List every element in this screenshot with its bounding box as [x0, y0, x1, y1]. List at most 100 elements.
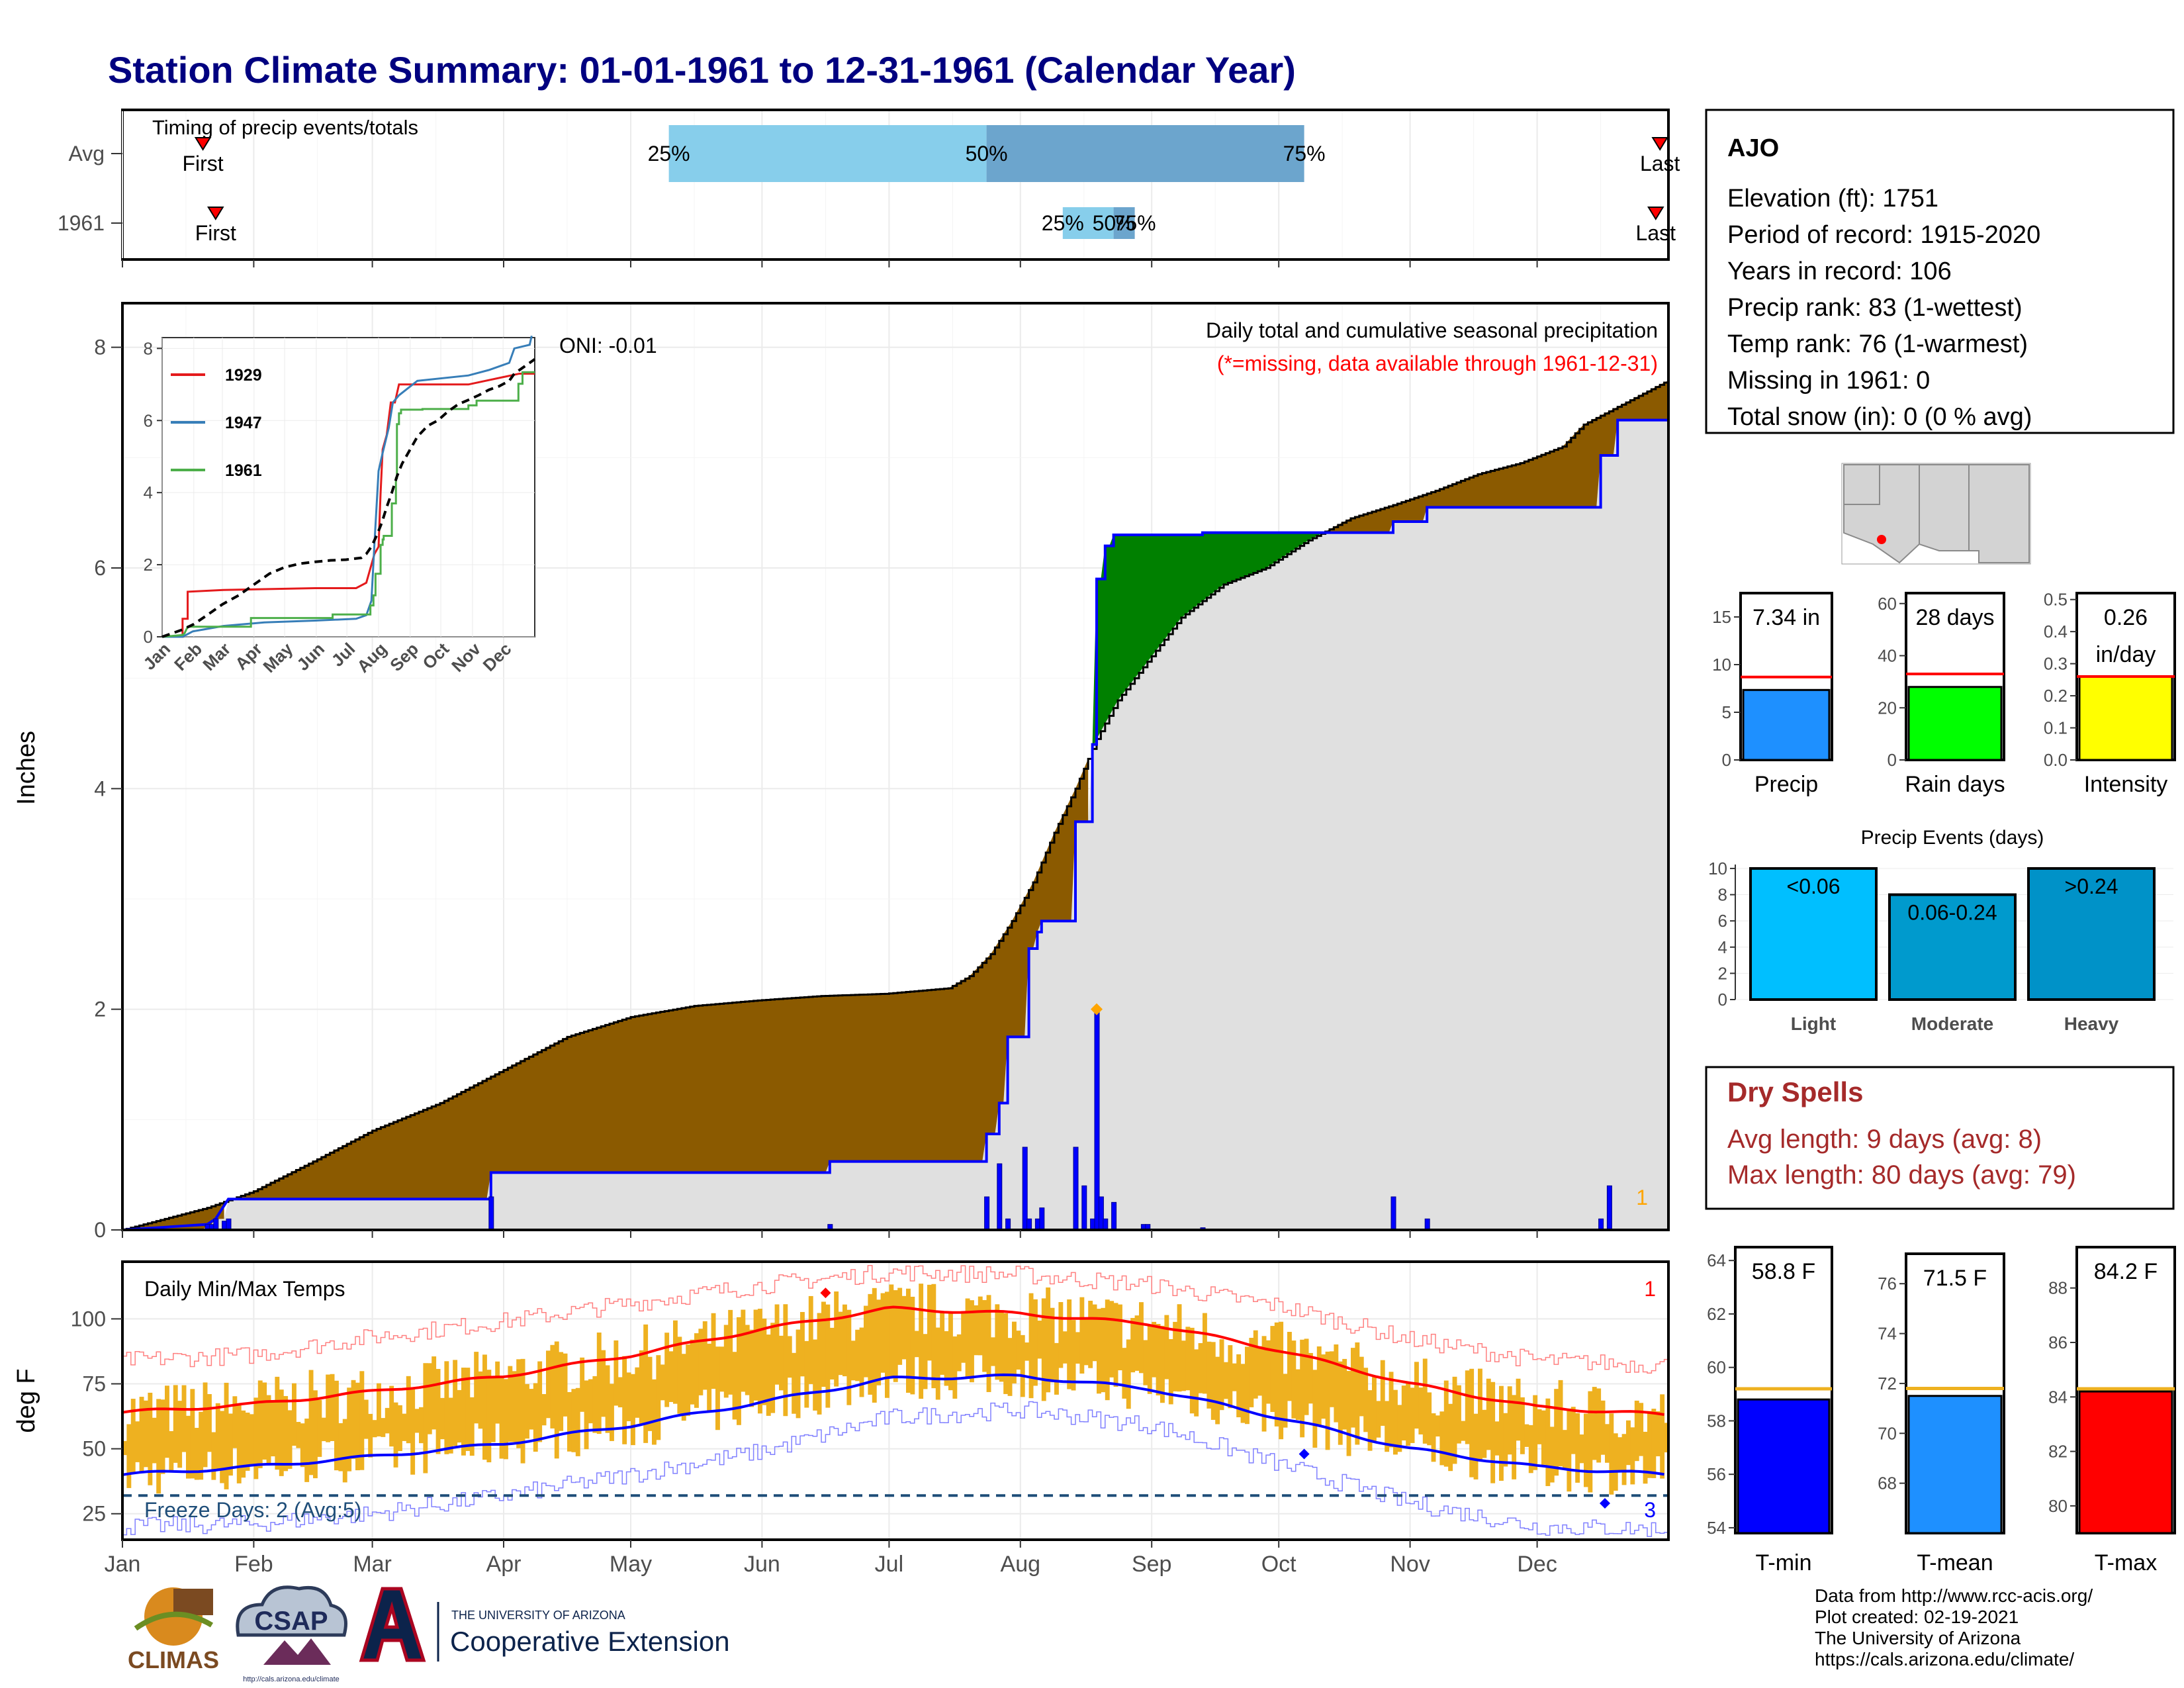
temp-summary-y-tick-label: 60 [1707, 1358, 1726, 1378]
temp-daily-bar [1304, 1338, 1309, 1415]
precip-daily-bar [488, 1196, 494, 1231]
summary-y-tick-label: 10 [1712, 655, 1731, 675]
temp-daily-bar [1558, 1380, 1563, 1467]
summary-value-bar [1907, 686, 2003, 761]
temp-daily-bar [135, 1421, 140, 1462]
timing-bar-q25-q50 [668, 125, 987, 182]
events-y-tick-label: 10 [1708, 859, 1727, 878]
temp-daily-bar [275, 1376, 280, 1470]
temp-daily-bar [1236, 1354, 1242, 1418]
temp-summary-y-tick-label: 68 [1878, 1474, 1897, 1493]
summary-y-tick-label: 0.3 [2044, 654, 2068, 674]
temp-summary-y-tick-label: 56 [1707, 1464, 1726, 1484]
temp-daily-bar [1249, 1338, 1254, 1407]
temp-daily-bar [1507, 1386, 1512, 1455]
temp-daily-bar [711, 1313, 716, 1389]
temp-daily-bar [435, 1368, 441, 1454]
precip-daily-bar [1073, 1147, 1079, 1231]
temp-daily-bar [368, 1413, 373, 1458]
temp-daily-bar [923, 1334, 928, 1389]
temp-daily-bar [342, 1419, 347, 1483]
temp-daily-bar [1130, 1317, 1136, 1373]
temp-daily-bar [1452, 1376, 1457, 1464]
temp-daily-bar [215, 1403, 220, 1469]
temp-daily-bar [1482, 1409, 1487, 1458]
precip-y-tick-label: 2 [94, 998, 106, 1021]
temp-daily-bar [1224, 1362, 1228, 1399]
temp-daily-bar [406, 1376, 411, 1444]
temp-daily-bar [961, 1313, 966, 1363]
temp-summary-bar [1907, 1395, 2003, 1534]
temp-daily-bar [279, 1389, 284, 1476]
temp-daily-bar [457, 1389, 462, 1443]
temp-daily-bar [1397, 1405, 1402, 1452]
temp-daily-bar [1410, 1387, 1415, 1443]
temp-daily-bar [203, 1382, 208, 1468]
temp-corner-top: 1 [1644, 1277, 1656, 1301]
temp-daily-bar [656, 1355, 661, 1440]
temp-daily-bar [935, 1327, 940, 1400]
temp-daily-bar [228, 1413, 233, 1476]
temp-summary-y-tick-label: 64 [1707, 1250, 1726, 1270]
temp-daily-bar [1660, 1394, 1665, 1479]
temp-daily-bar [974, 1305, 979, 1356]
temp-daily-bar [872, 1288, 877, 1403]
temp-daily-bar [1545, 1398, 1551, 1486]
map-land [1843, 464, 2030, 564]
temp-daily-bar [690, 1339, 695, 1405]
temp-daily-bar [304, 1419, 310, 1482]
ua-logo-top: THE UNIVERSITY OF ARIZONA [451, 1609, 625, 1622]
temp-daily-bar [461, 1368, 466, 1456]
temp-daily-bar [1549, 1427, 1555, 1483]
inset-legend-label: 1947 [225, 414, 262, 432]
temp-daily-bar [1118, 1304, 1122, 1371]
temp-daily-bar [571, 1389, 576, 1452]
ua-logo-bottom: Cooperative Extension [450, 1626, 730, 1657]
temp-daily-bar [1435, 1415, 1440, 1437]
temp-daily-bar [199, 1411, 204, 1480]
temp-daily-bar [686, 1344, 691, 1416]
temp-daily-bar [1448, 1403, 1453, 1472]
temp-daily-bar [287, 1410, 293, 1469]
temp-daily-bar [529, 1389, 534, 1430]
temp-daily-bar [1046, 1287, 1051, 1393]
temp-daily-bar [283, 1395, 289, 1472]
temp-daily-bar [1541, 1410, 1546, 1465]
precip-avg-cumulative-line [122, 380, 1670, 1231]
temp-avg-max-line [122, 1305, 1664, 1416]
precip-daily-bar [1081, 1185, 1087, 1231]
temp-daily-bar [1380, 1360, 1385, 1426]
temp-daily-bar [410, 1387, 416, 1475]
inset-y-tick-label: 6 [144, 410, 153, 430]
summary-y-tick-label: 0.2 [2044, 686, 2068, 706]
temp-daily-bar [1626, 1420, 1631, 1466]
summary-value-bar [1742, 688, 1831, 761]
timing-last-label: Last [1640, 152, 1680, 175]
timing-last-label: Last [1636, 221, 1676, 245]
temp-daily-bar [224, 1382, 229, 1489]
temp-daily-bar [766, 1335, 771, 1416]
timing-title: Timing of precip events/totals [152, 116, 418, 139]
footer-line: Data from http://www.rcc-acis.org/ [1815, 1585, 2093, 1606]
temp-daily-bar [1443, 1380, 1449, 1467]
temp-daily-bar [1050, 1307, 1055, 1383]
temp-daily-bar [1372, 1377, 1377, 1443]
temp-daily-bar [169, 1430, 174, 1472]
temp-daily-bar [838, 1311, 843, 1376]
temp-daily-bar [1325, 1351, 1330, 1450]
temp-daily-bar [490, 1378, 496, 1442]
temp-daily-bar [1067, 1299, 1072, 1389]
temp-daily-bar [1401, 1385, 1406, 1441]
timing-marker-triangle [207, 207, 224, 220]
temp-daily-bar [673, 1320, 678, 1404]
map-borders [1844, 465, 1970, 551]
temp-daily-bar [1228, 1345, 1233, 1409]
precip-panel-border [121, 302, 1670, 1231]
temp-daily-bar [152, 1417, 157, 1464]
temp-daily-bar [448, 1397, 453, 1454]
timing-quartile-label: 75% [1114, 211, 1156, 235]
temp-daily-bar [792, 1352, 797, 1414]
temp-avg-min-line [122, 1373, 1664, 1476]
temp-summary-value-label: 84.2 F [2094, 1259, 2158, 1284]
